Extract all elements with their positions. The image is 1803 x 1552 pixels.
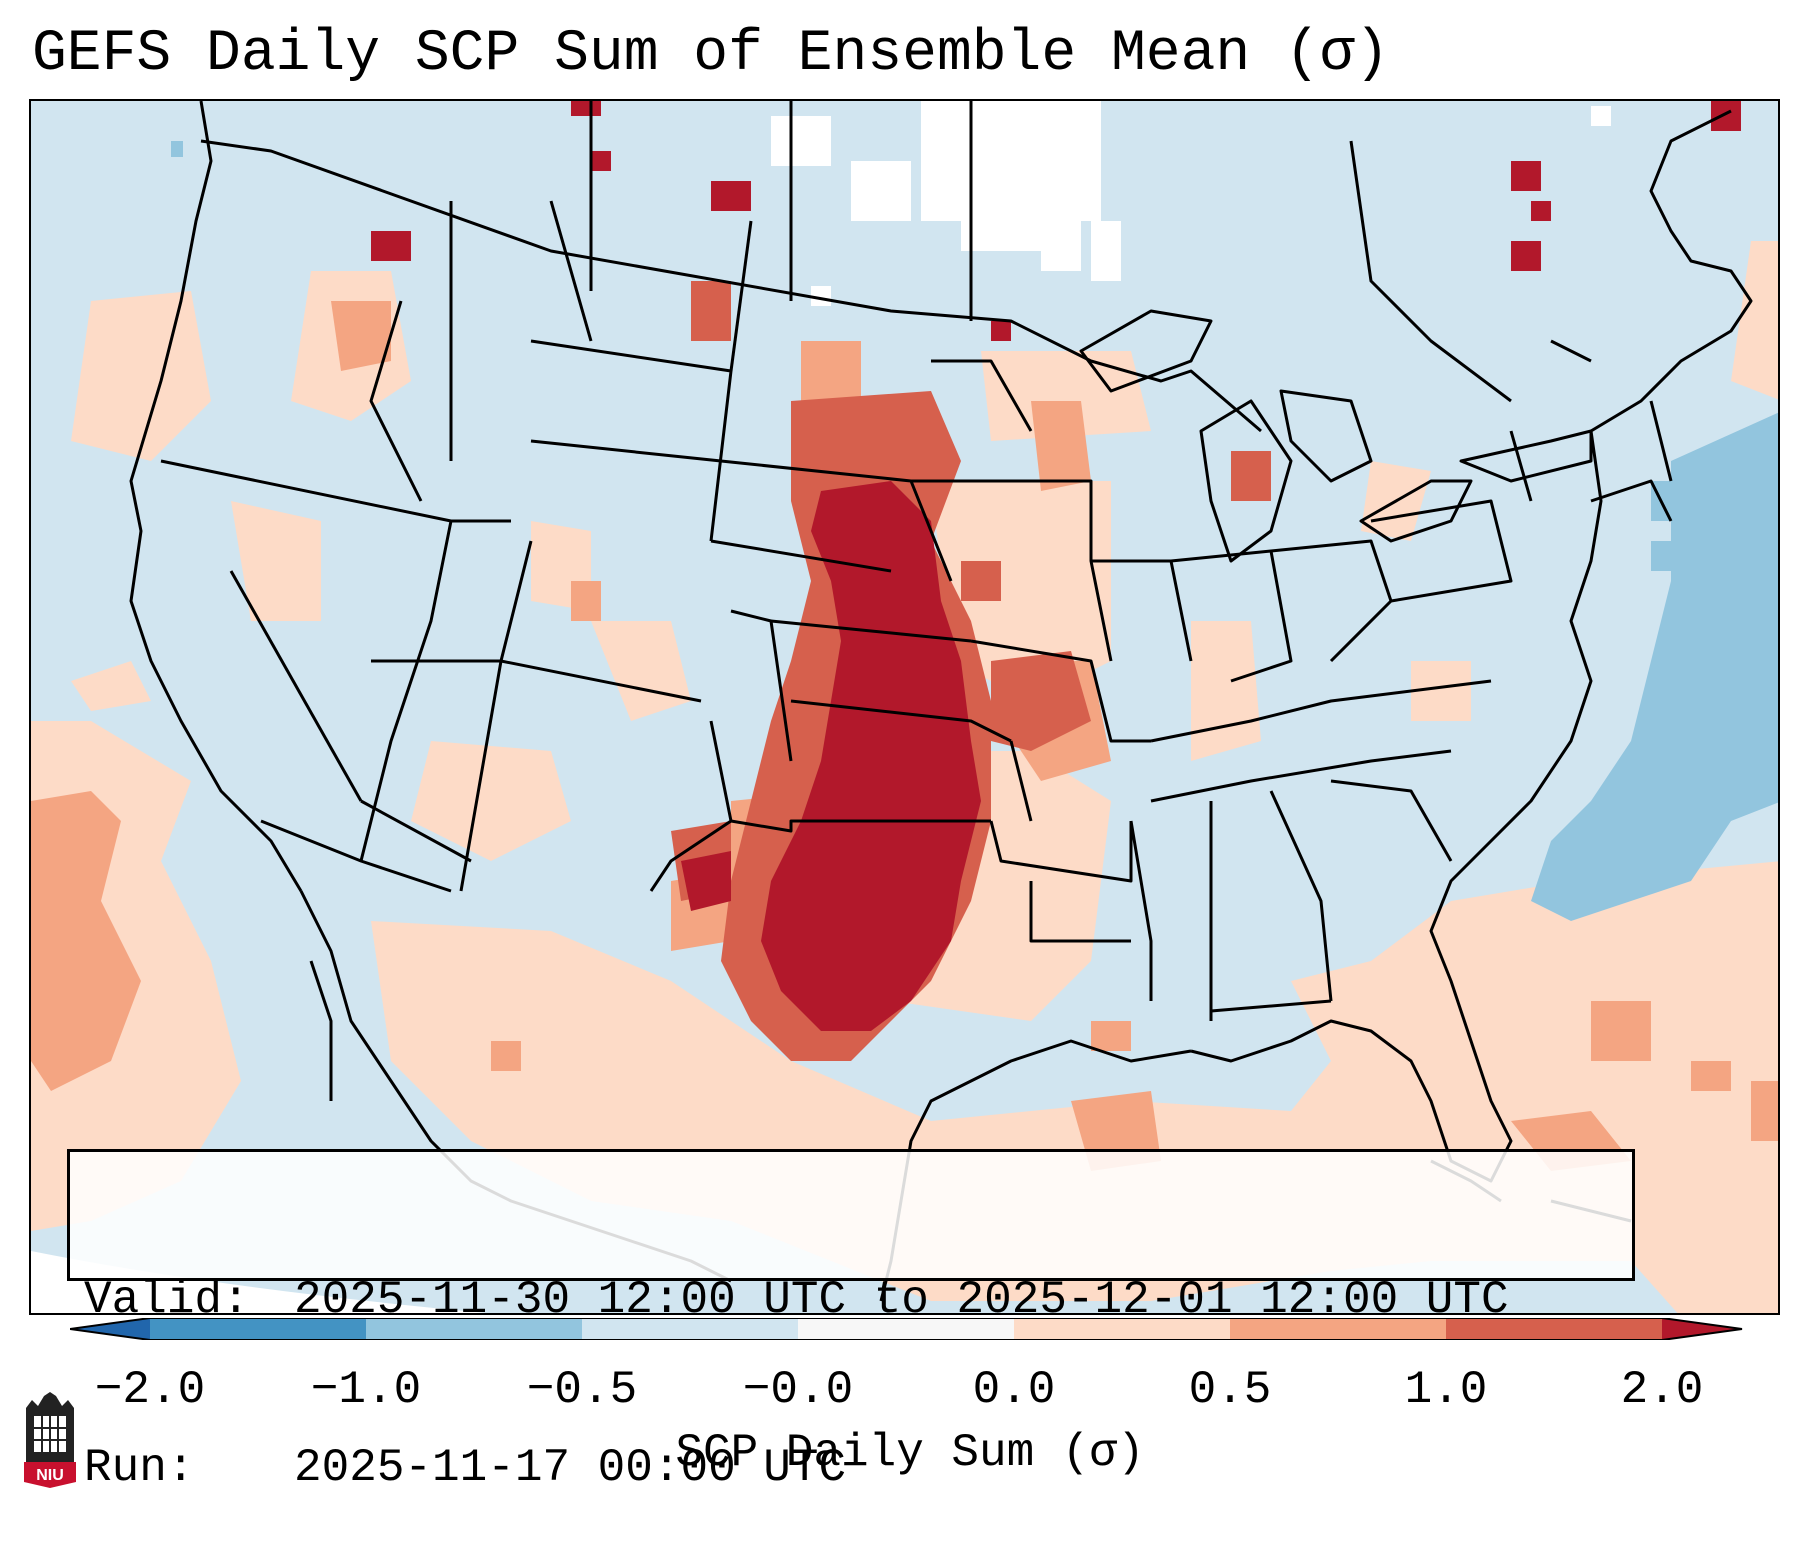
scp-map xyxy=(31,101,1778,1313)
valid-run-info-box: Valid: 2025-11-30 12:00 UTC to 2025-12-01… xyxy=(67,1149,1635,1494)
colorbar-segment-5 xyxy=(1230,1318,1446,1340)
colorbar-tick-0: −2.0 xyxy=(94,1364,206,1416)
colorbar-segment-0 xyxy=(150,1318,366,1340)
colorbar-label: SCP Daily Sum (σ) xyxy=(675,1427,1145,1479)
run-label: Run: xyxy=(84,1442,195,1494)
colorbar-tick-5: 0.5 xyxy=(1188,1364,1272,1416)
colorbar-segment-6 xyxy=(1446,1318,1662,1340)
near-zero-patches xyxy=(771,101,1611,306)
map-panel xyxy=(29,99,1780,1315)
atlantic-negative-area xyxy=(171,141,1778,921)
chart-title: GEFS Daily SCP Sum of Ensemble Mean (σ) xyxy=(32,22,1390,87)
colorbar-extend-high xyxy=(1662,1318,1742,1340)
colorbar-tick-3: −0.0 xyxy=(742,1364,854,1416)
run-line: Run: 2025-11-17 00:00 UTC xyxy=(84,1440,1632,1496)
colorbar-tick-7: 2.0 xyxy=(1620,1364,1704,1416)
pacific-mid-area xyxy=(31,791,141,1091)
colorbar-tick-6: 1.0 xyxy=(1404,1364,1488,1416)
run-value: 2025-11-17 00:00 UTC xyxy=(294,1442,847,1494)
colorbar-tick-1: −1.0 xyxy=(310,1364,422,1416)
colorbar-tick-4: 0.0 xyxy=(972,1364,1056,1416)
colorbar-tick-2: −0.5 xyxy=(526,1364,638,1416)
colorbar-segment-4 xyxy=(1014,1318,1230,1340)
colorbar-segment-2 xyxy=(582,1318,798,1340)
colorbar-extend-low xyxy=(70,1318,150,1340)
colorbar-outline xyxy=(70,1318,1743,1340)
colorbar-segment-3 xyxy=(798,1318,1014,1340)
colorbar-segment-1 xyxy=(366,1318,582,1340)
colorbar xyxy=(70,1318,1743,1340)
plains-max-area xyxy=(371,101,1741,1031)
niu-logo-text: NIU xyxy=(36,1467,64,1484)
niu-logo-icon: NIU xyxy=(24,1392,76,1488)
projection-edge-left xyxy=(31,1251,487,1313)
